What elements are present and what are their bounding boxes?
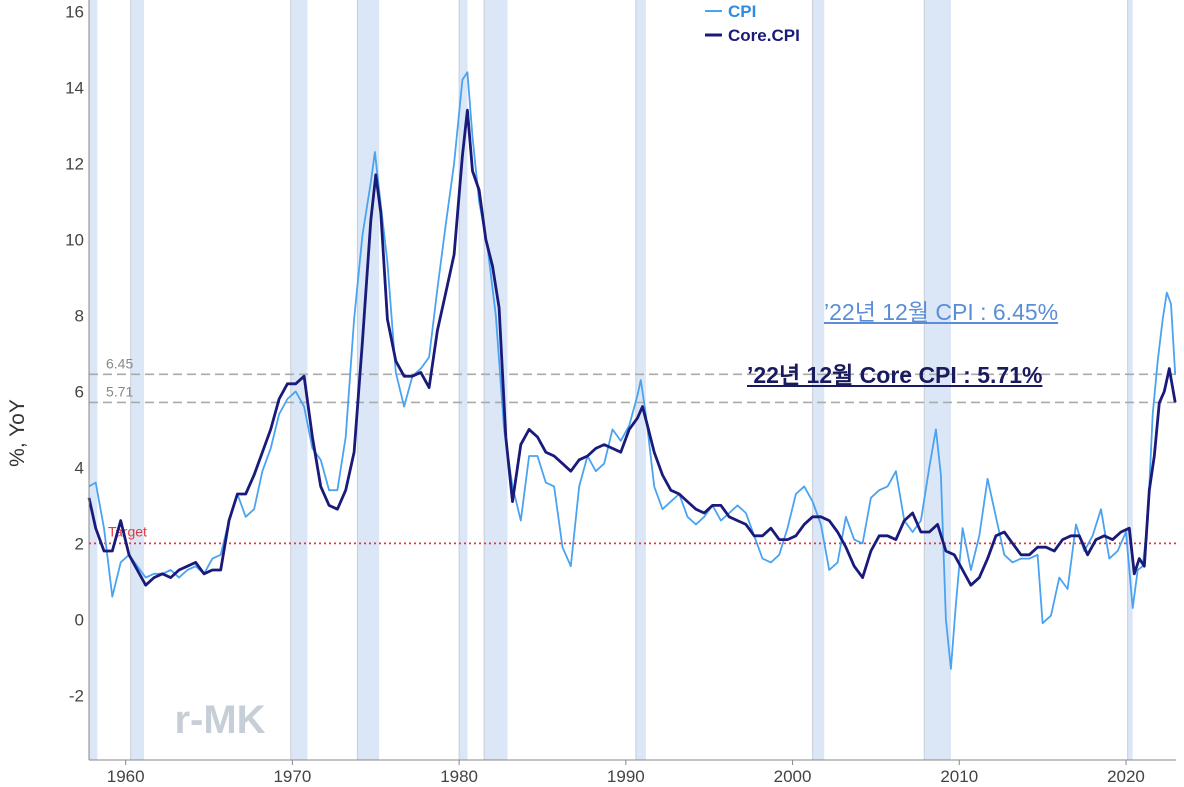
- y-tick-label: 2: [75, 534, 84, 553]
- y-tick-label: 0: [75, 610, 84, 629]
- reference-line-label: 6.45: [106, 355, 133, 371]
- y-axis-ticks: -2 0 2 4 6 8 10 12 14 16: [65, 2, 84, 705]
- x-tick-label: 1980: [440, 767, 478, 786]
- recession-band: [459, 0, 468, 760]
- legend: CPI Core.CPI: [705, 2, 800, 45]
- recession-band: [130, 0, 145, 760]
- series-line-core-cpi: [87, 108, 1177, 587]
- y-tick-label: 8: [75, 306, 84, 325]
- y-tick-label: 6: [75, 382, 84, 401]
- y-tick-label: 14: [65, 78, 84, 97]
- target-line-label: Target: [108, 523, 147, 539]
- x-tick-label: 2020: [1107, 767, 1145, 786]
- recession-band: [812, 0, 825, 760]
- x-tick-label: 1960: [107, 767, 145, 786]
- y-tick-label: 4: [75, 458, 84, 477]
- recession-band: [89, 0, 98, 760]
- y-tick-label: -2: [69, 686, 84, 705]
- x-tick-label: 2010: [940, 767, 978, 786]
- x-tick-label: 2000: [774, 767, 812, 786]
- legend-label: Core.CPI: [728, 26, 800, 45]
- series-lines: [87, 71, 1177, 670]
- y-tick-label: 16: [65, 2, 84, 21]
- x-axis-ticks: 1960 1970 1980 1990 2000 2010 2020: [107, 760, 1145, 786]
- cpi-annotation: ’22년 12월 CPI : 6.45%: [824, 299, 1059, 325]
- x-tick-label: 1970: [273, 767, 311, 786]
- core-cpi-annotation: ’22년 12월 Core CPI : 5.71%: [747, 362, 1043, 388]
- y-tick-label: 12: [65, 154, 84, 173]
- x-tick-label: 1990: [607, 767, 645, 786]
- recession-band: [1127, 0, 1133, 760]
- legend-label: CPI: [728, 2, 756, 21]
- reference-line-label: 5.71: [106, 383, 133, 399]
- y-axis-label: %, YoY: [6, 399, 29, 467]
- watermark: r-MK: [174, 698, 265, 742]
- recession-band: [484, 0, 508, 760]
- y-tick-label: 10: [65, 230, 84, 249]
